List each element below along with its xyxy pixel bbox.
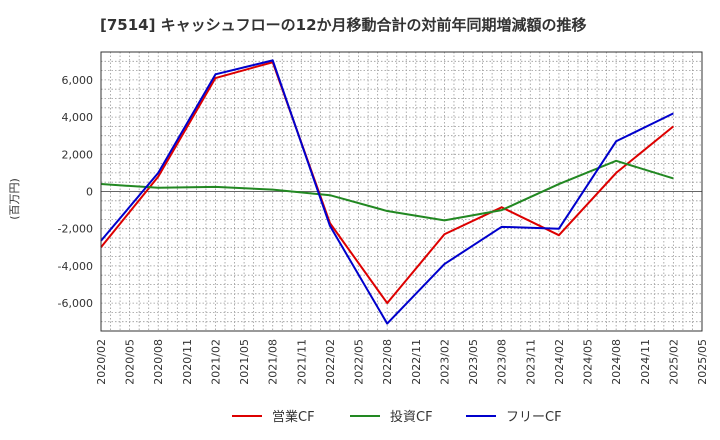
series-line-投資CF bbox=[100, 159, 674, 222]
x-tick-label: 2023/11 bbox=[524, 339, 537, 385]
plot-frame bbox=[100, 51, 703, 332]
x-tick-label: 2020/05 bbox=[124, 339, 137, 385]
y-tick-label: 4,000 bbox=[62, 111, 94, 124]
x-tick-label: 2021/02 bbox=[209, 339, 222, 385]
y-axis-label: (百万円) bbox=[8, 178, 21, 220]
x-tick-label: 2020/02 bbox=[95, 339, 108, 385]
y-tick-label: 6,000 bbox=[62, 74, 94, 87]
x-tick-label: 2022/08 bbox=[381, 339, 394, 385]
x-tick-label: 2022/05 bbox=[353, 339, 366, 385]
grid-horizontal bbox=[101, 60, 702, 323]
x-axis-tick-labels: 2020/02 2020/05 2020/08 2020/11 2021/02 2021/… bbox=[95, 339, 709, 385]
x-tick-label: 2020/08 bbox=[152, 339, 165, 385]
x-tick-label: 2025/05 bbox=[696, 339, 709, 385]
x-tick-label: 2023/08 bbox=[496, 339, 509, 385]
y-tick-label: -4,000 bbox=[58, 260, 93, 273]
series-line-営業CF bbox=[100, 61, 675, 305]
y-tick-label: -2,000 bbox=[58, 223, 93, 236]
x-tick-label: 2023/05 bbox=[467, 339, 480, 385]
x-tick-label: 2021/05 bbox=[238, 339, 251, 385]
chart-title: [7514] キャッシュフローの12か月移動合計の対前年同期増減額の推移 bbox=[100, 16, 587, 34]
x-tick-label: 2024/05 bbox=[582, 339, 595, 385]
plot-area bbox=[100, 51, 703, 332]
y-axis-tick-labels: 6,000 4,000 2,000 0 -2,000 -4,000 -6,000 bbox=[58, 74, 93, 310]
x-tick-label: 2025/02 bbox=[667, 339, 680, 385]
series-line-フリーCF bbox=[100, 59, 674, 325]
x-tick-label: 2024/02 bbox=[553, 339, 566, 385]
x-tick-label: 2020/11 bbox=[181, 339, 194, 385]
x-tick-label: 2024/08 bbox=[610, 339, 623, 385]
x-tick-label: 2022/02 bbox=[324, 339, 337, 385]
x-tick-label: 2021/11 bbox=[295, 339, 308, 385]
y-tick-label: 2,000 bbox=[62, 148, 94, 161]
legend: 営業CF 投資CF フリーCF bbox=[232, 409, 562, 425]
series-lines bbox=[100, 59, 675, 325]
x-tick-label: 2022/11 bbox=[410, 339, 423, 385]
legend-label: 営業CF bbox=[272, 409, 315, 425]
x-tick-label: 2021/08 bbox=[267, 339, 280, 385]
y-tick-label: 0 bbox=[86, 186, 93, 199]
x-tick-label: 2023/02 bbox=[438, 339, 451, 385]
legend-label: フリーCF bbox=[506, 410, 562, 425]
x-tick-label: 2024/11 bbox=[639, 339, 652, 385]
y-tick-label: -6,000 bbox=[58, 297, 93, 310]
legend-label: 投資CF bbox=[390, 409, 433, 425]
